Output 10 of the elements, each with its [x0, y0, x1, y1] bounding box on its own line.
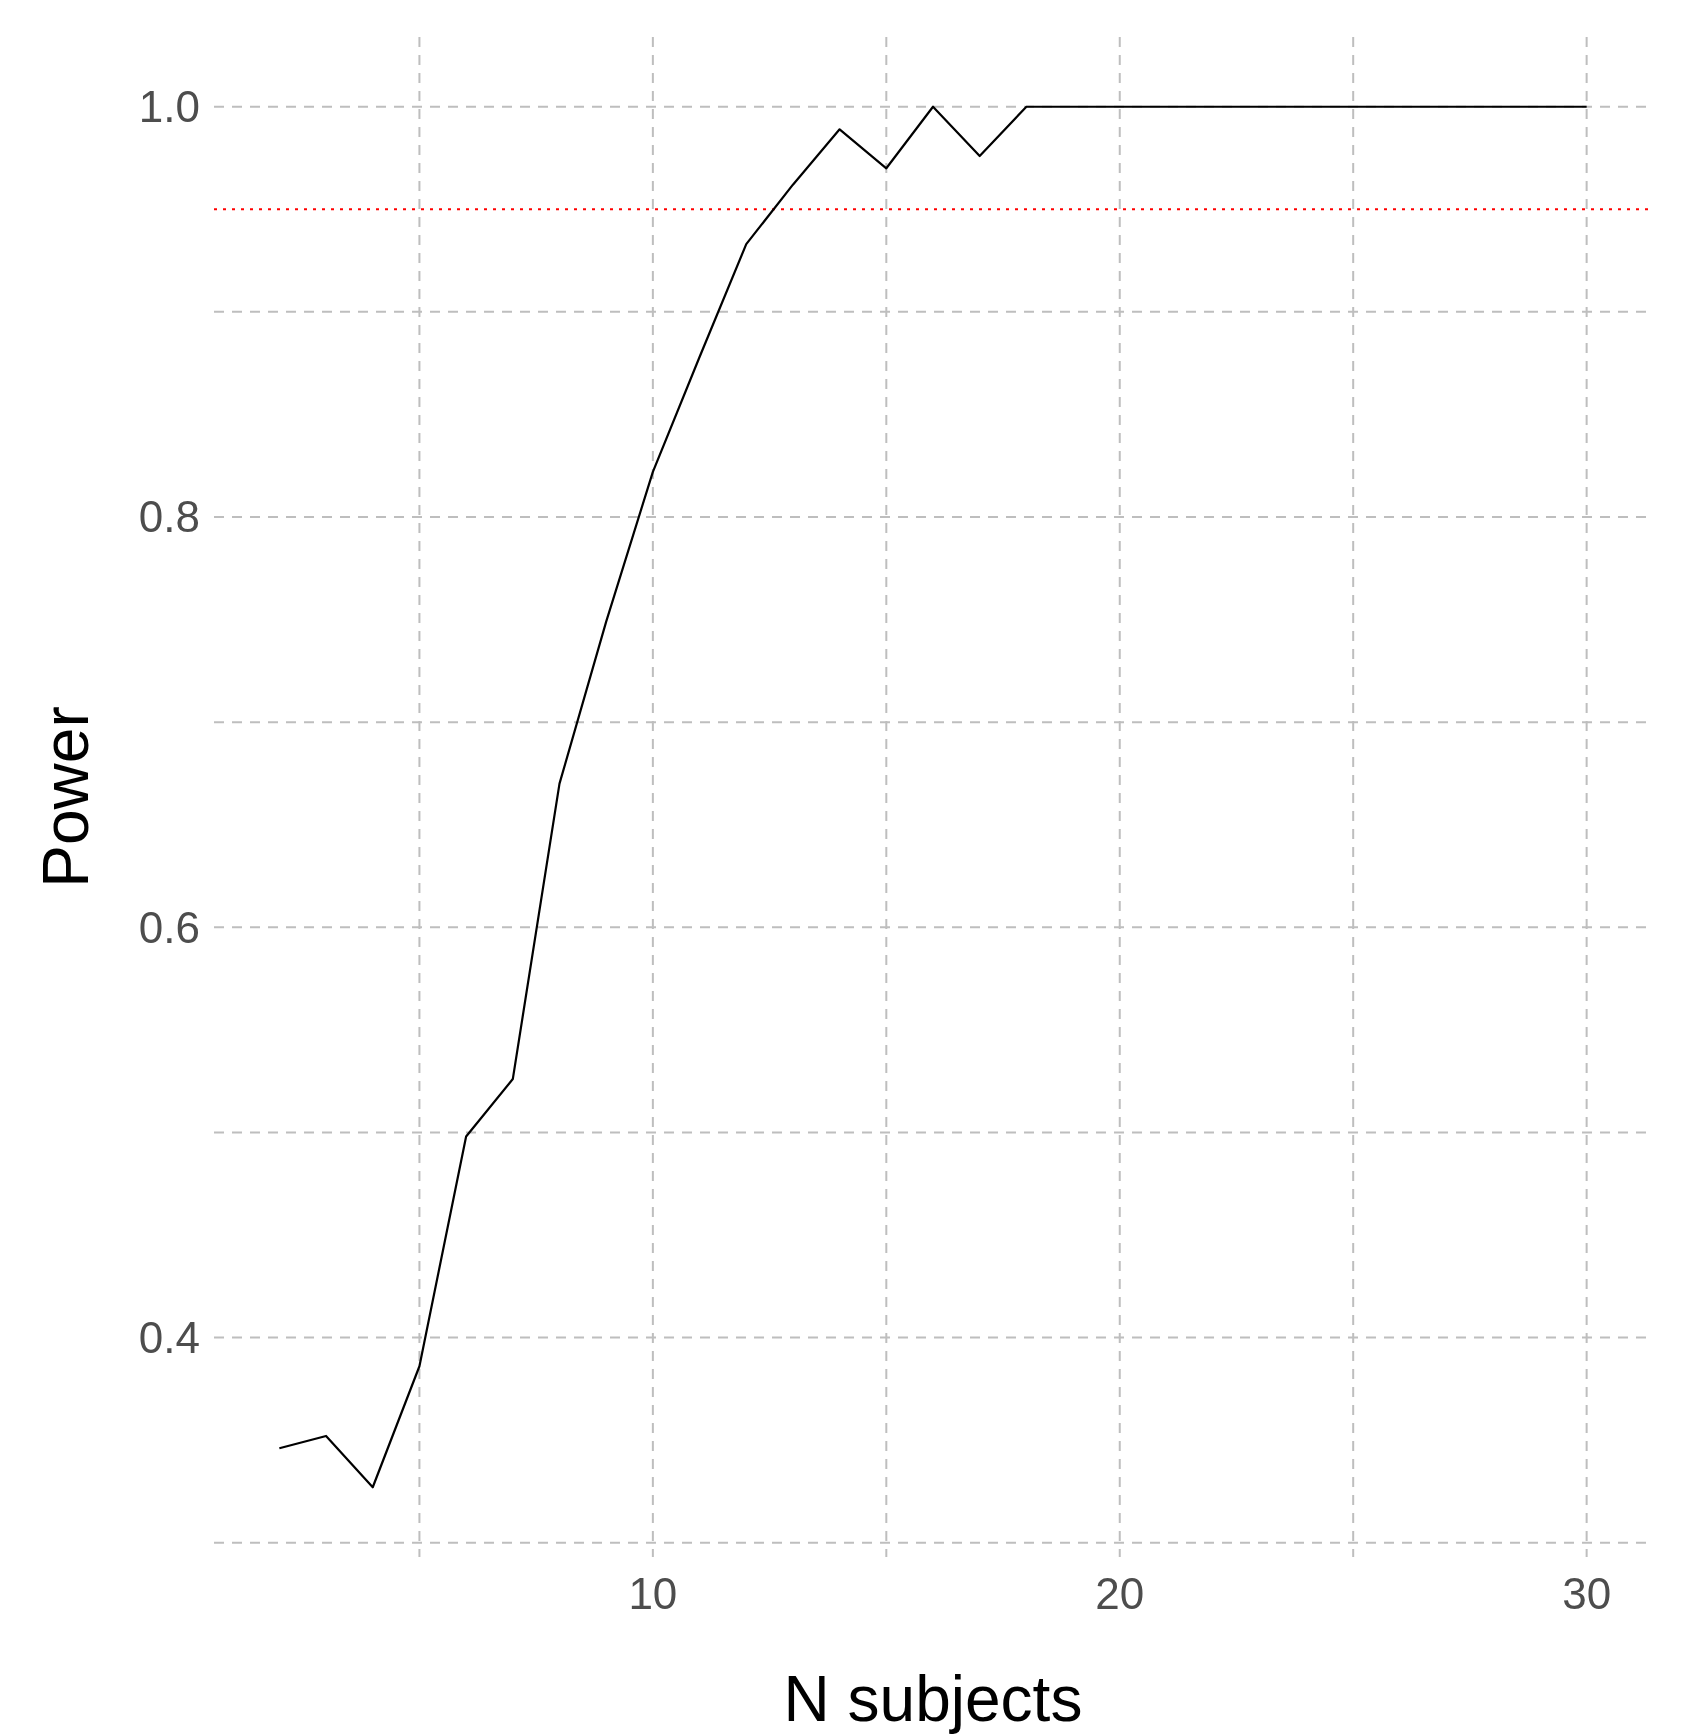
- y-tick-label: 0.6: [138, 902, 200, 952]
- x-tick-label: 30: [1562, 1569, 1612, 1618]
- y-tick-label: 0.8: [138, 492, 200, 542]
- x-tick-label: 20: [1095, 1569, 1145, 1618]
- y-axis-title: Power: [30, 706, 102, 888]
- x-tick-label: 10: [628, 1569, 678, 1618]
- x-axis-title: N subjects: [783, 1663, 1083, 1735]
- y-tick-label: 0.4: [138, 1312, 200, 1362]
- y-tick-label: 1.0: [138, 82, 200, 132]
- line-series: [278, 105, 1588, 1489]
